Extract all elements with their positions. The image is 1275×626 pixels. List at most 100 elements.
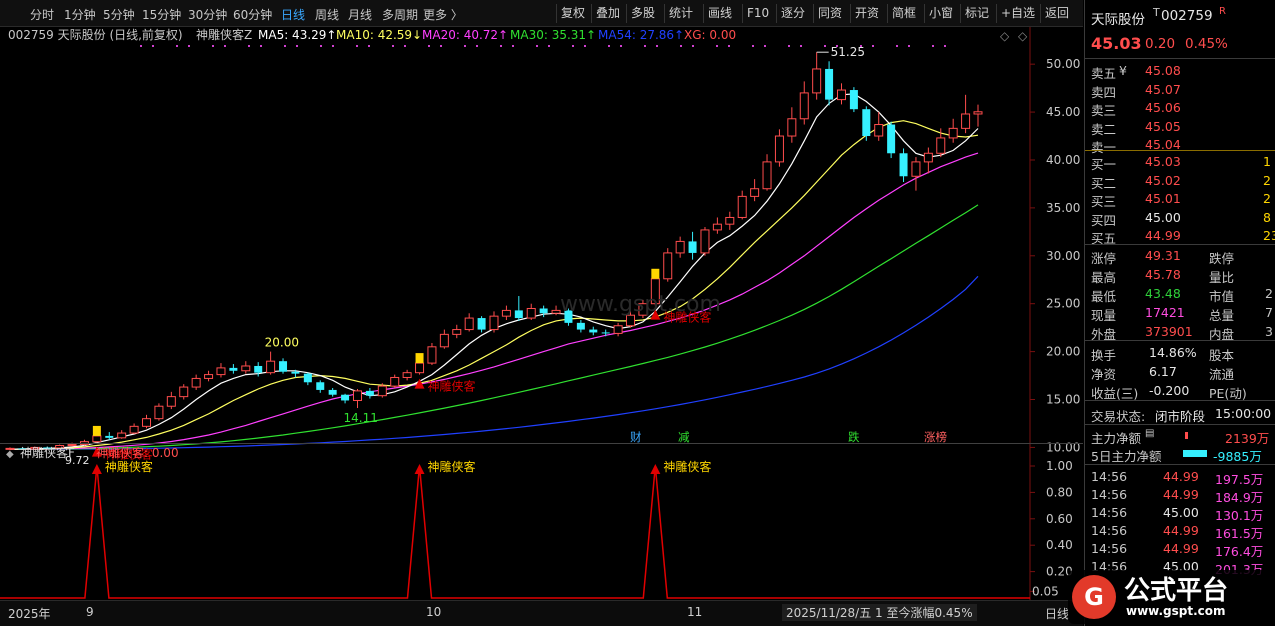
chart-expand-icon[interactable]: ◇ <box>1018 29 1028 43</box>
candle <box>279 358 288 374</box>
candle <box>923 147 933 174</box>
legend-dot <box>464 45 466 47</box>
ask-label: 卖二 <box>1091 121 1117 137</box>
ask-row[interactable]: 卖二 45.05 <box>1085 117 1275 137</box>
stat2-row: 净资 6.17 流通 <box>1085 362 1275 382</box>
pane-divider <box>0 443 1083 444</box>
stat2-label: 换手 <box>1091 348 1117 363</box>
candle <box>899 148 908 183</box>
bid-row[interactable]: 买四 45.00 8 <box>1085 208 1275 228</box>
indicator-chart[interactable]: 神雕侠客F 神雕侠客: 0.00 ◆ 1.00 0.80 0.60 0.40 0.20 0… <box>0 444 1083 600</box>
period-2[interactable]: 5分钟 <box>103 8 135 22</box>
tick-volume: 176.4万 <box>1215 544 1264 559</box>
toolbar-button-5[interactable]: F10 <box>742 4 773 23</box>
legend-dot <box>284 45 286 47</box>
toolbar-button-6[interactable]: 逐分 <box>776 4 809 23</box>
candle <box>142 414 152 429</box>
period-8[interactable]: 月线 <box>348 8 373 22</box>
toolbar-button-3[interactable]: 统计 <box>664 4 697 23</box>
event-tag[interactable]: 涨榜 <box>924 430 947 444</box>
toolbar-button-11[interactable]: 标记 <box>960 4 993 23</box>
toolbar-button-0[interactable]: 复权 <box>556 4 589 23</box>
ask-row[interactable]: 卖四 45.07 <box>1085 80 1275 100</box>
bid-label: 买四 <box>1091 212 1117 228</box>
chart-settings-icon[interactable]: ◇ <box>1000 29 1010 43</box>
legend-dot <box>608 45 610 47</box>
candle <box>626 311 636 328</box>
sub-collapse-icon[interactable]: ◆ <box>6 449 14 460</box>
candle <box>316 380 325 393</box>
candle <box>229 364 238 374</box>
stat-label: 外盘 <box>1091 327 1117 342</box>
ma20-line <box>9 152 979 450</box>
sub-signal-label: 神雕侠客 <box>105 459 153 474</box>
period-6[interactable]: 日线 <box>281 8 306 22</box>
candle <box>352 388 362 409</box>
bid-row[interactable]: 买一 45.03 1 <box>1085 152 1275 172</box>
bid-price: 44.99 <box>1145 228 1181 243</box>
legend-dot <box>584 45 586 47</box>
period-4[interactable]: 30分钟 <box>188 8 228 22</box>
candle <box>849 87 858 113</box>
period-0[interactable]: 分时 <box>30 8 55 22</box>
candle <box>874 112 884 141</box>
legend-dot <box>428 45 430 47</box>
candle <box>266 351 276 375</box>
legend-dot <box>548 45 550 47</box>
ask-label: 卖一 <box>1091 140 1117 155</box>
toolbar-button-9[interactable]: 简框 <box>887 4 920 23</box>
period-7[interactable]: 周线 <box>315 8 340 22</box>
ma30-line <box>10 204 979 450</box>
toolbar-button-2[interactable]: 多股 <box>626 4 659 23</box>
tick-time: 14:56 <box>1091 523 1128 538</box>
candle <box>774 129 784 167</box>
ask-row[interactable]: 卖一 45.04 <box>1085 135 1275 155</box>
period-9[interactable]: 多周期 <box>382 8 419 22</box>
candle <box>105 432 114 440</box>
bid-row[interactable]: 买二 45.02 2 <box>1085 171 1275 191</box>
event-tag[interactable]: 财 <box>630 430 642 444</box>
candle <box>675 236 685 258</box>
candle <box>18 447 27 450</box>
kline-chart[interactable]: 50.00 45.00 40.00 35.00 30.00 25.00 20.00 15.00… <box>0 27 1083 469</box>
candle <box>477 316 486 333</box>
stat-value: 45.78 <box>1145 267 1181 282</box>
ask-row[interactable]: 卖五 ¥45.08 <box>1085 61 1275 81</box>
ma5-line <box>9 93 979 450</box>
toolbar-button-13[interactable]: 返回 <box>1040 4 1073 23</box>
stat-label-2: 市值 <box>1209 289 1235 304</box>
ask-row[interactable]: 卖三 45.06 <box>1085 98 1275 118</box>
candle <box>887 121 896 159</box>
candle <box>129 423 139 435</box>
sub-y-tick-label: 0.80 <box>1046 485 1073 499</box>
candle <box>750 179 760 202</box>
legend-dot <box>716 45 718 47</box>
sub-legend-value: 神雕侠客: 0.00 <box>96 445 179 460</box>
toolbar-button-4[interactable]: 画线 <box>703 4 736 23</box>
ask-price: 45.06 <box>1145 100 1181 115</box>
legend-dot <box>440 45 442 47</box>
trade-state-label: 交易状态: <box>1091 409 1146 424</box>
bid-price: 45.00 <box>1145 209 1181 225</box>
candle <box>539 305 548 318</box>
toolbar-button-1[interactable]: 叠加 <box>591 4 624 23</box>
candle <box>328 388 337 397</box>
period-1[interactable]: 1分钟 <box>64 8 96 22</box>
bid-row[interactable]: 买五 44.99 23 <box>1085 226 1275 246</box>
event-tag[interactable]: 跌 <box>848 430 860 444</box>
bid-volume: 1 <box>1263 154 1271 169</box>
low2-label: 14.11 <box>343 411 377 425</box>
event-tag[interactable]: 减 <box>678 430 690 444</box>
toolbar-button-10[interactable]: 小窗 <box>924 4 957 23</box>
legend-dot <box>644 45 646 47</box>
bid-row[interactable]: 买三 45.01 2 <box>1085 189 1275 209</box>
stat-value: 17421 <box>1145 305 1185 320</box>
period-10[interactable]: 更多 〉 <box>423 8 463 22</box>
legend-dot <box>620 45 622 47</box>
toolbar-button-12[interactable]: +自选 <box>996 4 1039 23</box>
period-label: 日线 <box>1045 607 1070 621</box>
toolbar-button-7[interactable]: 同资 <box>813 4 846 23</box>
period-5[interactable]: 60分钟 <box>233 8 273 22</box>
toolbar-button-8[interactable]: 开资 <box>850 4 883 23</box>
period-3[interactable]: 15分钟 <box>142 8 182 22</box>
